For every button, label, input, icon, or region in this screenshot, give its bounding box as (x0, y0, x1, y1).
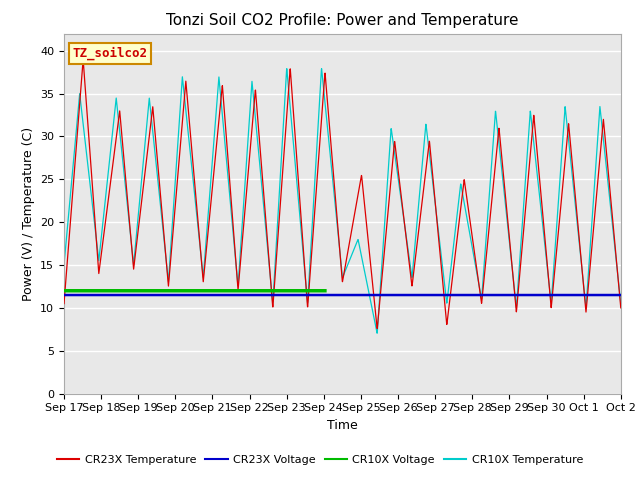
Title: Tonzi Soil CO2 Profile: Power and Temperature: Tonzi Soil CO2 Profile: Power and Temper… (166, 13, 518, 28)
Legend: CR23X Temperature, CR23X Voltage, CR10X Voltage, CR10X Temperature: CR23X Temperature, CR23X Voltage, CR10X … (52, 451, 588, 469)
Text: TZ_soilco2: TZ_soilco2 (72, 47, 147, 60)
Y-axis label: Power (V) / Temperature (C): Power (V) / Temperature (C) (22, 127, 35, 300)
X-axis label: Time: Time (327, 419, 358, 432)
